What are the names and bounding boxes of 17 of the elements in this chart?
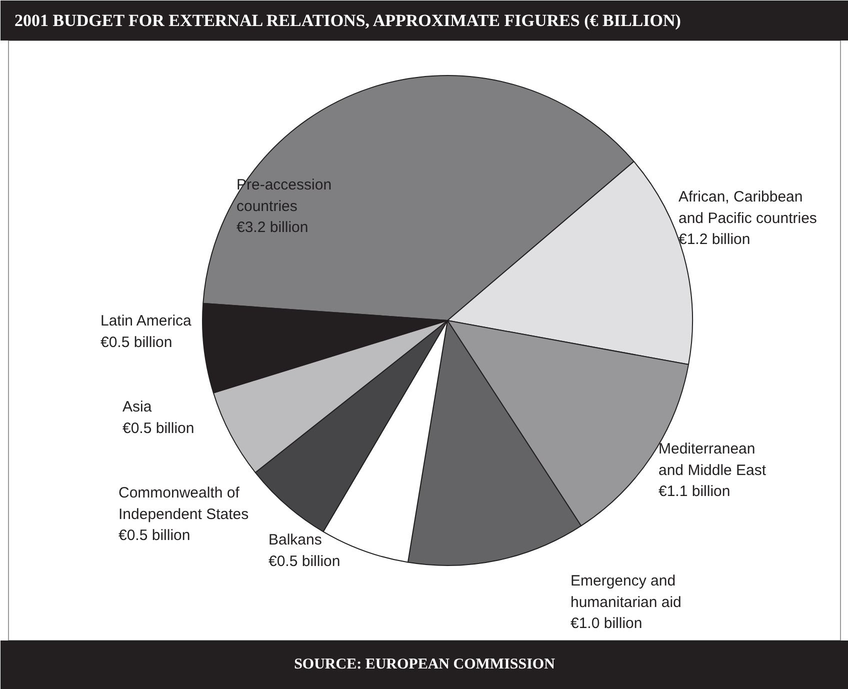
- slice-label: Asia: [122, 398, 152, 416]
- data-label: €1.0 billion: [570, 615, 642, 632]
- data-label: €3.2 billion: [236, 219, 308, 236]
- data-label: €1.1 billion: [658, 483, 730, 500]
- slice-label: Emergency and humanitarian aid: [570, 572, 682, 611]
- data-label: €1.2 billion: [678, 231, 750, 248]
- data-label: €0.5 billion: [122, 420, 194, 437]
- data-label: €0.5 billion: [100, 334, 172, 351]
- source-note: SOURCE: EUROPEAN COMMISSION: [294, 656, 556, 672]
- slice-label: African, Caribbean and Pacific countries: [678, 188, 817, 227]
- slice-label: Mediterranean and Middle East: [658, 440, 767, 479]
- slice-label: Balkans: [268, 532, 322, 548]
- slice-label: Commonwealth of Independent States: [118, 484, 249, 523]
- data-label: €0.5 billion: [268, 552, 340, 570]
- slice-label: Latin America: [100, 312, 192, 330]
- data-label: €0.5 billion: [118, 527, 190, 544]
- chart-title: 2001 BUDGET FOR EXTERNAL RELATIONS, APPROXIMATE FIGURES (€ BILLION): [14, 11, 681, 30]
